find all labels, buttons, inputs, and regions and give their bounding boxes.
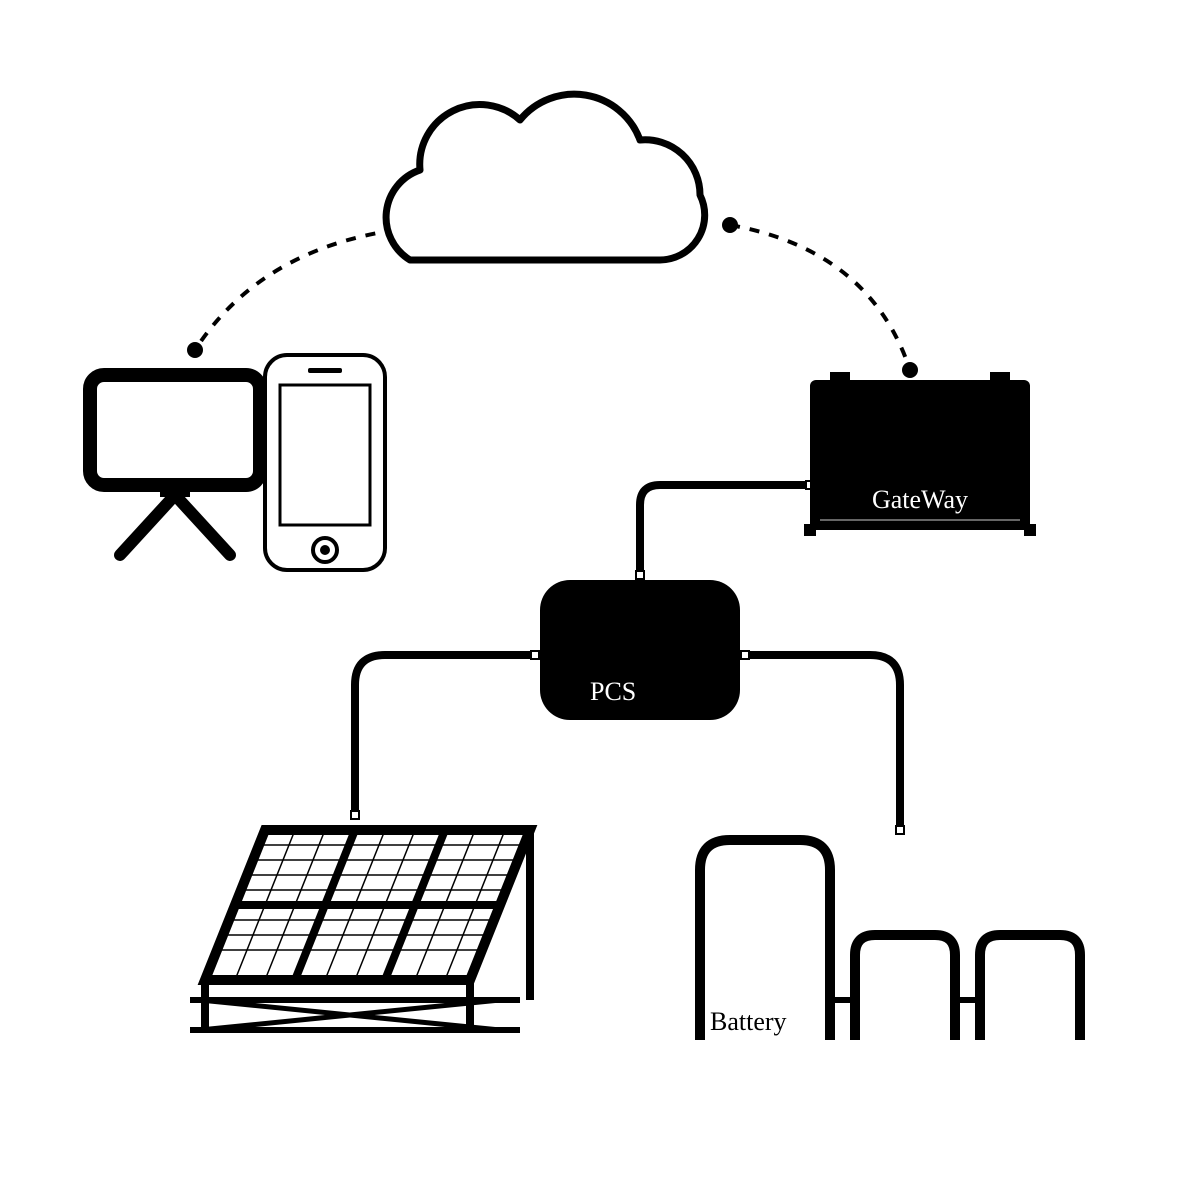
smartphone-icon [265, 355, 385, 570]
monitor-icon [90, 375, 260, 555]
battery-label: Battery [710, 1007, 787, 1036]
edge-pcs-battery [741, 651, 904, 834]
edge-gateway-pcs [636, 481, 814, 579]
pcs-node: PCS [540, 580, 740, 720]
gateway-label: GateWay [872, 485, 968, 514]
edge-cloud-devices [187, 222, 403, 358]
edge-pcs-solar [351, 651, 539, 819]
pcs-label: PCS [590, 677, 636, 706]
gateway-node: GateWay [804, 372, 1036, 536]
system-diagram: GateWay PCS [0, 0, 1200, 1200]
edge-cloud-gateway [722, 217, 918, 378]
cloud-icon [386, 94, 705, 260]
solar-panel-icon [190, 830, 530, 1030]
battery-icon: Battery [700, 840, 1080, 1040]
